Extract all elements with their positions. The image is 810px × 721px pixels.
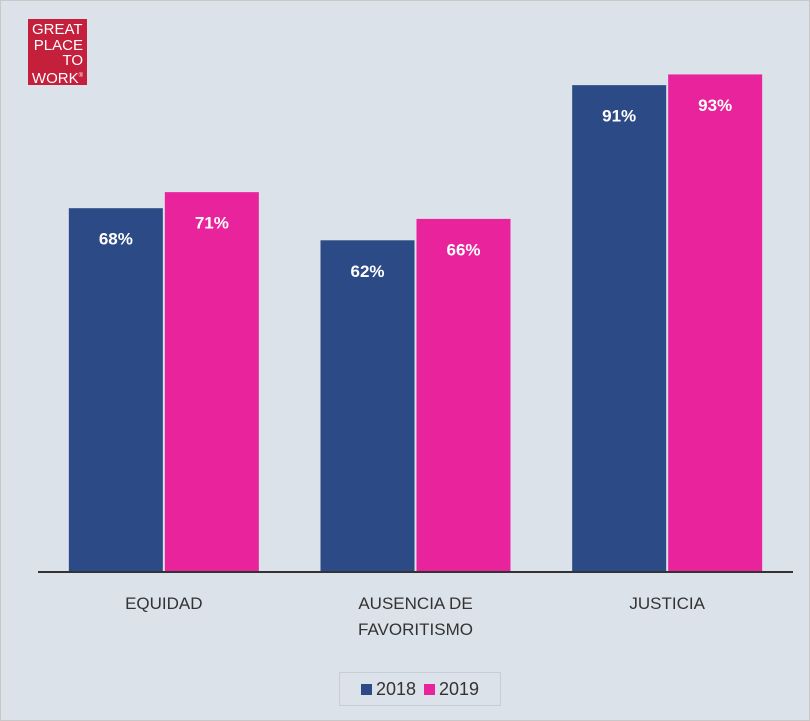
logo-mark: ® bbox=[78, 72, 83, 79]
data-label: 62% bbox=[350, 262, 384, 281]
bar bbox=[164, 192, 259, 572]
legend-swatch bbox=[360, 683, 372, 695]
data-label: 93% bbox=[698, 96, 732, 115]
logo: GREAT PLACE TO WORK® bbox=[28, 19, 87, 87]
legend-item: 2018 bbox=[360, 678, 416, 700]
x-tick-label: JUSTICIA bbox=[629, 594, 705, 613]
logo-line: WORK® bbox=[28, 69, 83, 87]
data-label: 68% bbox=[99, 230, 133, 249]
legend-label: 2019 bbox=[439, 678, 480, 699]
bar bbox=[320, 240, 415, 573]
bar bbox=[416, 218, 511, 572]
logo-line: GREAT bbox=[32, 21, 83, 38]
bar bbox=[68, 208, 163, 572]
data-label: 66% bbox=[446, 240, 480, 259]
data-label: 71% bbox=[195, 214, 229, 233]
data-label: 91% bbox=[602, 107, 636, 126]
bar bbox=[668, 74, 763, 572]
logo-line: TO bbox=[62, 52, 83, 69]
x-tick-label: EQUIDAD bbox=[125, 594, 203, 613]
x-tick-label: AUSENCIA DE FAVORITISMO bbox=[358, 594, 473, 639]
logo-word: WORK bbox=[31, 69, 79, 87]
legend: 2018 2019 bbox=[339, 672, 501, 706]
legend-item: 2019 bbox=[424, 679, 479, 700]
logo-line: PLACE bbox=[33, 36, 83, 54]
legend-label: 2018 bbox=[375, 678, 416, 699]
legend-swatch bbox=[424, 683, 435, 695]
bar bbox=[572, 85, 667, 573]
